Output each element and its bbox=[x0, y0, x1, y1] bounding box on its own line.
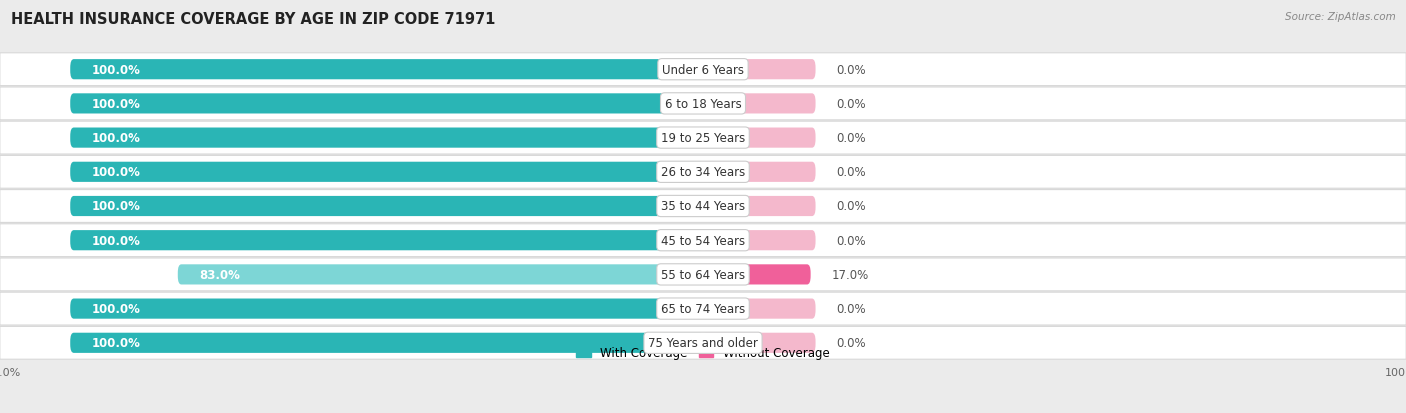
FancyBboxPatch shape bbox=[70, 128, 703, 148]
Text: 0.0%: 0.0% bbox=[837, 302, 866, 316]
FancyBboxPatch shape bbox=[703, 265, 811, 285]
Text: 0.0%: 0.0% bbox=[837, 166, 866, 179]
FancyBboxPatch shape bbox=[177, 265, 703, 285]
Text: 0.0%: 0.0% bbox=[837, 132, 866, 145]
Text: 35 to 44 Years: 35 to 44 Years bbox=[661, 200, 745, 213]
Legend: With Coverage, Without Coverage: With Coverage, Without Coverage bbox=[572, 342, 834, 364]
FancyBboxPatch shape bbox=[0, 259, 1406, 291]
Text: 0.0%: 0.0% bbox=[837, 234, 866, 247]
Text: Source: ZipAtlas.com: Source: ZipAtlas.com bbox=[1285, 12, 1396, 22]
Text: 0.0%: 0.0% bbox=[837, 97, 866, 111]
Text: 100.0%: 100.0% bbox=[91, 132, 141, 145]
Text: 100.0%: 100.0% bbox=[91, 337, 141, 349]
FancyBboxPatch shape bbox=[70, 333, 703, 353]
FancyBboxPatch shape bbox=[70, 299, 703, 319]
FancyBboxPatch shape bbox=[703, 299, 815, 319]
Text: 100.0%: 100.0% bbox=[91, 302, 141, 316]
Text: 0.0%: 0.0% bbox=[837, 64, 866, 76]
Text: 19 to 25 Years: 19 to 25 Years bbox=[661, 132, 745, 145]
FancyBboxPatch shape bbox=[70, 197, 703, 216]
FancyBboxPatch shape bbox=[70, 230, 703, 251]
Text: 17.0%: 17.0% bbox=[832, 268, 869, 281]
FancyBboxPatch shape bbox=[703, 333, 815, 353]
FancyBboxPatch shape bbox=[703, 197, 815, 216]
Text: 0.0%: 0.0% bbox=[837, 337, 866, 349]
FancyBboxPatch shape bbox=[0, 292, 1406, 325]
Text: 75 Years and older: 75 Years and older bbox=[648, 337, 758, 349]
Text: 65 to 74 Years: 65 to 74 Years bbox=[661, 302, 745, 316]
Text: 100.0%: 100.0% bbox=[91, 200, 141, 213]
FancyBboxPatch shape bbox=[703, 162, 815, 183]
Text: Under 6 Years: Under 6 Years bbox=[662, 64, 744, 76]
Text: 100.0%: 100.0% bbox=[91, 166, 141, 179]
Text: 83.0%: 83.0% bbox=[200, 268, 240, 281]
FancyBboxPatch shape bbox=[703, 94, 815, 114]
FancyBboxPatch shape bbox=[0, 88, 1406, 121]
FancyBboxPatch shape bbox=[703, 128, 815, 148]
FancyBboxPatch shape bbox=[0, 224, 1406, 257]
FancyBboxPatch shape bbox=[70, 94, 703, 114]
Text: 100.0%: 100.0% bbox=[91, 64, 141, 76]
Text: 100.0%: 100.0% bbox=[91, 234, 141, 247]
FancyBboxPatch shape bbox=[0, 54, 1406, 86]
FancyBboxPatch shape bbox=[0, 190, 1406, 223]
FancyBboxPatch shape bbox=[0, 156, 1406, 189]
FancyBboxPatch shape bbox=[0, 122, 1406, 154]
Text: 55 to 64 Years: 55 to 64 Years bbox=[661, 268, 745, 281]
FancyBboxPatch shape bbox=[70, 162, 703, 183]
FancyBboxPatch shape bbox=[70, 60, 703, 80]
Text: 0.0%: 0.0% bbox=[837, 200, 866, 213]
FancyBboxPatch shape bbox=[703, 230, 815, 251]
FancyBboxPatch shape bbox=[0, 327, 1406, 359]
Text: HEALTH INSURANCE COVERAGE BY AGE IN ZIP CODE 71971: HEALTH INSURANCE COVERAGE BY AGE IN ZIP … bbox=[11, 12, 496, 27]
FancyBboxPatch shape bbox=[703, 60, 815, 80]
Text: 26 to 34 Years: 26 to 34 Years bbox=[661, 166, 745, 179]
Text: 45 to 54 Years: 45 to 54 Years bbox=[661, 234, 745, 247]
Text: 100.0%: 100.0% bbox=[91, 97, 141, 111]
Text: 6 to 18 Years: 6 to 18 Years bbox=[665, 97, 741, 111]
